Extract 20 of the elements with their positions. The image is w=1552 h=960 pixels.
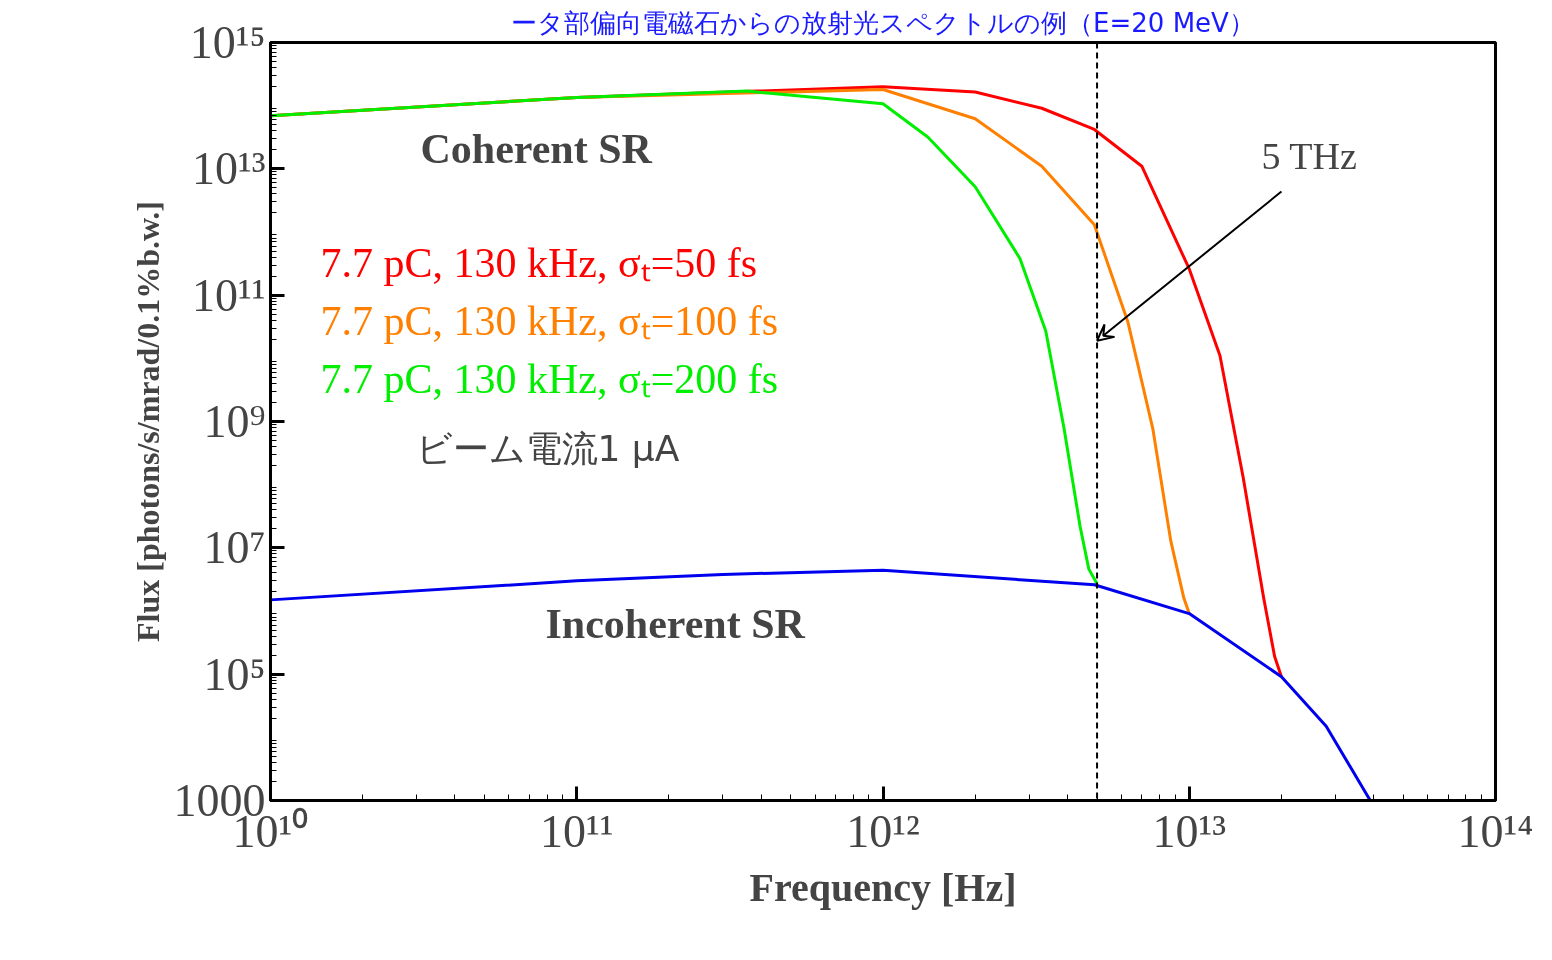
x-tick-label: 10¹³ (1152, 805, 1227, 857)
x-tick-label: 10¹¹ (539, 805, 614, 857)
y-tick-label: 10¹⁵ (189, 17, 266, 68)
x-tick-label: 10¹² (846, 805, 920, 857)
x-tick-label: 10¹⁴ (1457, 805, 1534, 857)
y-tick-label: 10¹¹ (191, 269, 266, 321)
y-tick-label: 10⁹ (203, 396, 266, 447)
text: 7.7 pC, 130 kHz, σₜ=200 fs (320, 355, 779, 402)
y-tick-label: 10⁷ (203, 522, 266, 574)
chart-title: ータ部偏向電磁石からの放射光スペクトルの例（E=20 MeV） (511, 7, 1255, 38)
x-axis-title: Frequency [Hz] (749, 864, 1017, 910)
annotation: Coherent SR (420, 125, 653, 172)
text: 7.7 pC, 130 kHz, σₜ=100 fs (320, 297, 779, 344)
annotation: ビーム電流1 μA (415, 428, 680, 469)
y-tick-label: 10⁵ (203, 648, 266, 700)
annotation: 5 THz (1261, 134, 1357, 177)
text: 7.7 pC, 130 kHz, σₜ=50 fs (320, 239, 758, 286)
annotation: Incoherent SR (545, 600, 806, 647)
y-axis-title: Flux [photons/s/mrad/0.1%b.w.] (129, 201, 166, 642)
y-tick-label: 10¹³ (191, 143, 266, 195)
